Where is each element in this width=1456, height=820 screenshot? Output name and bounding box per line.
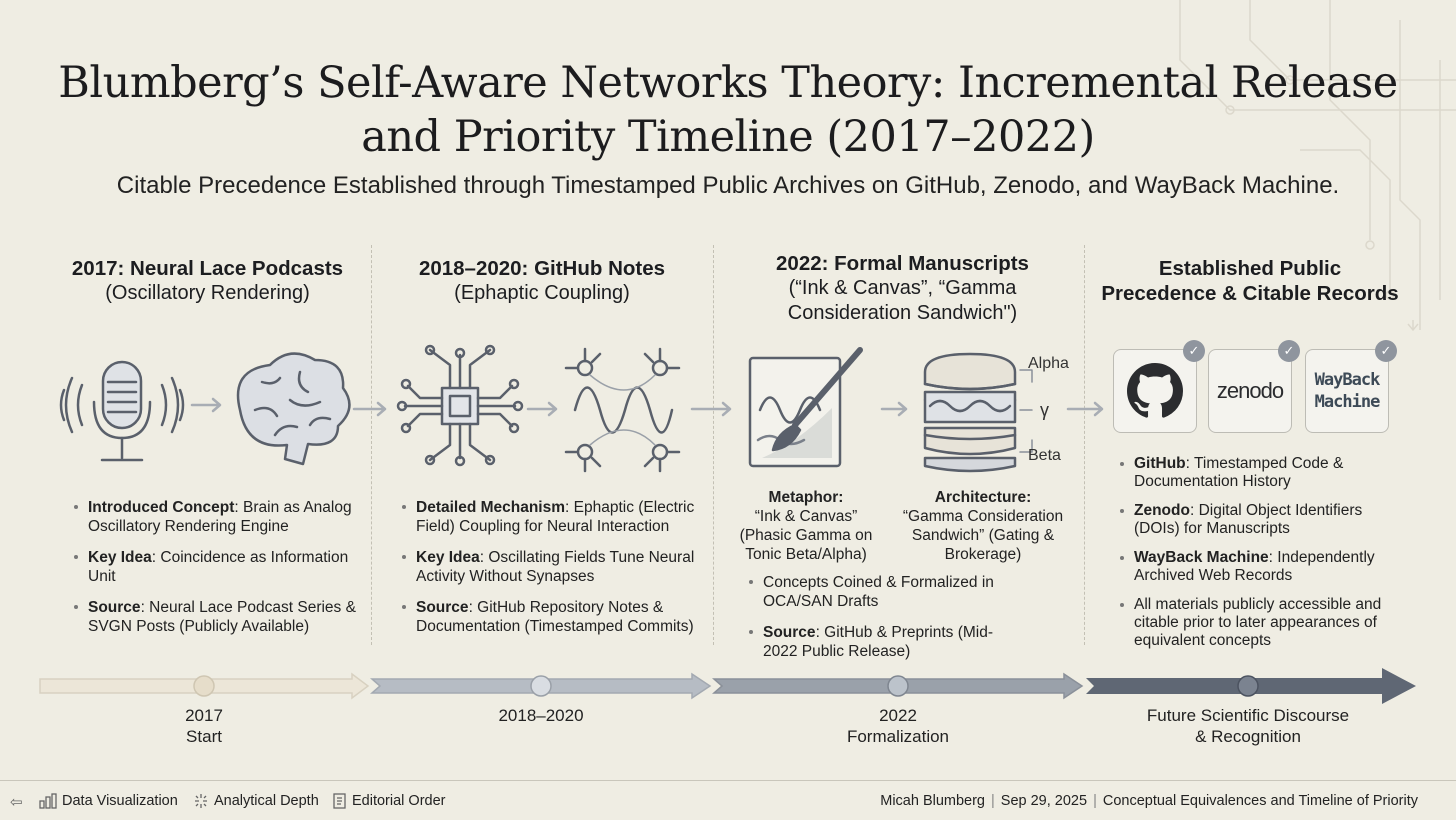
- list-item: Detailed Mechanism: Ephaptic (Electric F…: [400, 498, 700, 536]
- arrow-icon: [526, 401, 558, 417]
- brain-icon: [236, 352, 351, 466]
- bar-chart-icon: [39, 793, 57, 809]
- section-2022-heading: 2022: Formal Manuscripts (“Ink & Canvas”,…: [776, 252, 1029, 324]
- footer-topic: Conceptual Equivalences and Timeline of …: [1102, 793, 1418, 809]
- checkmark-icon: ✓: [1375, 340, 1397, 362]
- title-line-2: and Priority Timeline (2017–2022): [361, 112, 1095, 162]
- column-divider: [1084, 245, 1085, 645]
- checkmark-icon: ✓: [1183, 340, 1205, 362]
- section-precedence-heading: Established Public Precedence & Citable …: [1101, 257, 1399, 305]
- list-item: Key Idea: Oscillating Fields Tune Neural…: [400, 548, 700, 586]
- document-icon: [333, 793, 346, 809]
- section-precedence-bullets: GitHub: Timestamped Code & Documentation…: [1118, 455, 1388, 661]
- timeline-label-future: Future Scientific Discourse & Recognition: [1146, 706, 1350, 746]
- timeline-bar: [39, 668, 1416, 704]
- microphone-icon: [59, 360, 185, 462]
- section-2022-bullets: Concepts Coined & Formalized in OCA/SAN …: [747, 573, 997, 673]
- timeline-label-2022: 2022 Formalization: [846, 706, 950, 746]
- gamma-label: γ: [1040, 400, 1049, 420]
- github-logo-tile: ✓: [1113, 340, 1205, 433]
- list-item: Introduced Concept: Brain as Analog Osci…: [72, 498, 362, 536]
- arrow-icon: [190, 397, 222, 413]
- title-line-1: Blumberg’s Self-Aware Networks Theory: I…: [58, 58, 1398, 108]
- timeline-marker: [530, 675, 552, 697]
- zenodo-logo: zenodo: [1216, 378, 1284, 403]
- list-item: Source: GitHub & Preprints (Mid-2022 Pub…: [747, 623, 997, 661]
- footer-author: Micah Blumberg: [880, 793, 985, 809]
- column-divider: [713, 245, 714, 645]
- list-item: Concepts Coined & Formalized in OCA/SAN …: [747, 573, 997, 611]
- timeline-label-2017: 2017 Start: [185, 706, 223, 746]
- section-2018-heading: 2018–2020: GitHub Notes (Ephaptic Couplin…: [418, 257, 666, 304]
- section-2018-bullets: Detailed Mechanism: Ephaptic (Electric F…: [400, 498, 700, 648]
- arrow-icon: [1066, 401, 1104, 417]
- beta-label: Beta: [1028, 447, 1061, 464]
- footer-back-nav[interactable]: ⇦: [10, 793, 23, 811]
- footer-item-editorial-order[interactable]: Editorial Order: [332, 793, 445, 809]
- arrow-icon: [880, 401, 908, 417]
- timeline-marker: [1237, 675, 1259, 697]
- back-arrow-icon[interactable]: ⇦: [10, 794, 23, 811]
- footer-item-analytical-depth[interactable]: Analytical Depth: [192, 793, 319, 809]
- arrow-icon: [352, 401, 387, 417]
- page-subtitle: Citable Precedence Established through T…: [116, 172, 1340, 199]
- list-item: Zenodo: Digital Object Identifiers (DOIs…: [1118, 502, 1388, 538]
- sparkle-icon: [195, 794, 207, 808]
- github-icon: [1127, 363, 1183, 418]
- wayback-machine-logo: WayBack Machine: [1314, 370, 1381, 412]
- list-item: Key Idea: Coincidence as Information Uni…: [72, 548, 362, 586]
- zenodo-logo-tile: zenodo ✓: [1208, 340, 1300, 433]
- timeline-marker: [887, 675, 909, 697]
- footer-date: Sep 29, 2025: [1000, 793, 1088, 809]
- list-item: GitHub: Timestamped Code & Documentation…: [1118, 455, 1388, 491]
- list-item: Source: Neural Lace Podcast Series & SVG…: [72, 598, 362, 636]
- timeline-marker: [193, 675, 215, 697]
- checkmark-icon: ✓: [1278, 340, 1300, 362]
- section-2017-bullets: Introduced Concept: Brain as Analog Osci…: [72, 498, 362, 648]
- footer-item-data-visualization[interactable]: Data Visualization: [38, 793, 178, 809]
- alpha-label: Alpha: [1028, 355, 1069, 372]
- list-item: Source: GitHub Repository Notes & Docume…: [400, 598, 700, 636]
- wayback-logo-tile: WayBack Machine ✓: [1305, 340, 1397, 433]
- list-item: WayBack Machine: Independently Archived …: [1118, 549, 1388, 585]
- list-item: All materials publicly accessible and ci…: [1118, 596, 1388, 650]
- section-2017-heading: 2017: Neural Lace Podcasts (Oscillatory R…: [71, 257, 344, 304]
- footer-meta: Micah Blumberg | Sep 29, 2025 | Conceptual E…: [880, 793, 1418, 809]
- architecture-caption: Architecture: “Gamma Consideration Sandwi…: [902, 489, 1064, 563]
- ink-canvas-brush-icon: [748, 347, 863, 468]
- metaphor-caption: Metaphor: “Ink & Canvas” (Phasic Gamma on…: [739, 489, 873, 563]
- ephaptic-wave-icon: [564, 347, 681, 473]
- sandwich-layers-icon: [923, 352, 1033, 473]
- circuit-chip-icon: [396, 344, 524, 467]
- column-divider: [371, 245, 372, 645]
- illustrations: [59, 344, 1104, 473]
- arrow-icon: [690, 401, 732, 417]
- timeline-label-2018: 2018–2020: [498, 706, 584, 725]
- footer-bar: ⇦ Data Visualization Analytical Depth Ed…: [0, 780, 1456, 820]
- page-title: Blumberg’s Self-Aware Networks Theory: I…: [0, 56, 1456, 164]
